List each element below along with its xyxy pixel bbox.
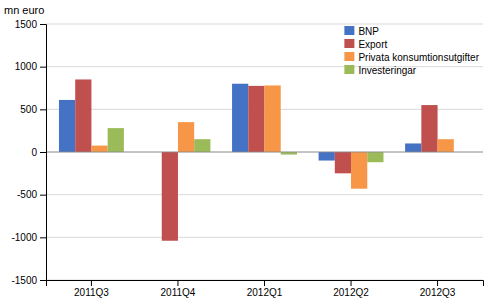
grid-line (46, 194, 483, 195)
legend-swatch (344, 65, 354, 74)
x-tick: 2012Q1 (247, 280, 283, 298)
bar (162, 152, 178, 241)
y-tick: -1500 (11, 275, 46, 286)
grid-line (46, 152, 483, 153)
bar (405, 143, 421, 152)
y-tick-label: -1000 (11, 232, 37, 243)
grid-line (46, 237, 483, 238)
x-axis: 2011Q3 2011Q4 2012Q1 2012Q2 2012Q3 (47, 280, 484, 298)
x-tick: 2012Q2 (333, 280, 369, 298)
x-tick: 2012Q3 (420, 280, 456, 298)
y-tick: -1000 (11, 232, 46, 243)
plot: -1500-1000-5000500100015002011Q32011Q420… (11, 19, 483, 298)
y-tick-label: -1500 (11, 275, 37, 286)
y-tick-mark (40, 280, 46, 281)
legend-swatch (344, 26, 354, 35)
bar (367, 152, 383, 162)
y-tick: 0 (31, 147, 46, 158)
y-tick-label: 1000 (15, 61, 38, 72)
bar (319, 152, 335, 161)
bars (59, 79, 454, 240)
x-tick: 2011Q4 (161, 280, 196, 298)
grid (46, 24, 483, 280)
bar (178, 122, 194, 152)
bar (75, 79, 91, 152)
bar (248, 86, 264, 152)
bar-series (91, 85, 453, 188)
y-axis-title: mn euro (4, 4, 44, 16)
zero-line (46, 152, 483, 153)
x-tick-label: 2012Q2 (333, 287, 369, 298)
legend-label: Privata konsumtionsutgifter (358, 52, 479, 63)
bar (335, 152, 351, 173)
legend-item: Privata konsumtionsutgifter (344, 52, 479, 63)
y-tick: 1500 (15, 19, 46, 30)
legend-item: BNP (344, 26, 379, 37)
bar (265, 85, 281, 152)
legend-swatch (344, 52, 354, 61)
bar-series (59, 84, 421, 161)
legend-label: BNP (358, 26, 379, 37)
y-axis: -1500 -1000 -500 0 500 1000 1500 (11, 19, 46, 286)
x-axis-line (47, 281, 484, 287)
y-tick-mark (40, 152, 46, 153)
legend-label: Investeringar (358, 65, 416, 76)
y-tick-label: 1500 (15, 19, 38, 30)
y-tick-label: -500 (17, 189, 37, 200)
legend: BNP Export Privata konsumtionsutgifter Inve… (344, 26, 479, 76)
y-tick-mark (40, 67, 46, 68)
y-axis-line (40, 25, 47, 281)
x-tick-label: 2012Q3 (420, 287, 456, 298)
y-tick: 500 (20, 104, 46, 115)
y-tick-label: 500 (20, 104, 37, 115)
y-tick: 1000 (15, 61, 46, 72)
legend-swatch (344, 39, 354, 48)
x-tick-mark (91, 280, 92, 286)
bar (59, 100, 75, 152)
x-tick-label: 2012Q1 (247, 287, 283, 298)
x-tick-mark (177, 280, 178, 286)
x-tick-label: 2011Q4 (161, 287, 196, 298)
y-tick-label: 0 (31, 147, 37, 158)
bar (108, 128, 124, 152)
chart: -1500-1000-5000500100015002011Q32011Q420… (0, 0, 493, 304)
y-tick-mark (40, 195, 46, 196)
bar (421, 105, 437, 152)
x-tick: 2011Q3 (74, 280, 109, 298)
y-tick-mark (40, 24, 46, 25)
bar (438, 139, 454, 152)
y-tick-mark (40, 237, 46, 238)
bar (194, 139, 210, 152)
bar (232, 84, 248, 152)
grid-line (46, 66, 483, 67)
x-tick-mark (351, 280, 352, 286)
y-tick: -500 (17, 189, 46, 200)
x-tick-mark (264, 280, 265, 286)
y-tick-mark (40, 109, 46, 110)
bar (91, 146, 107, 152)
x-tick-label: 2011Q3 (74, 287, 109, 298)
x-tick-mark (437, 280, 438, 286)
legend-label: Export (358, 39, 387, 50)
bar-series (75, 79, 437, 240)
bar-series (108, 128, 384, 162)
grid-line (46, 24, 483, 25)
legend-item: Investeringar (344, 65, 416, 76)
legend-item: Export (344, 39, 387, 50)
bar (351, 152, 367, 189)
